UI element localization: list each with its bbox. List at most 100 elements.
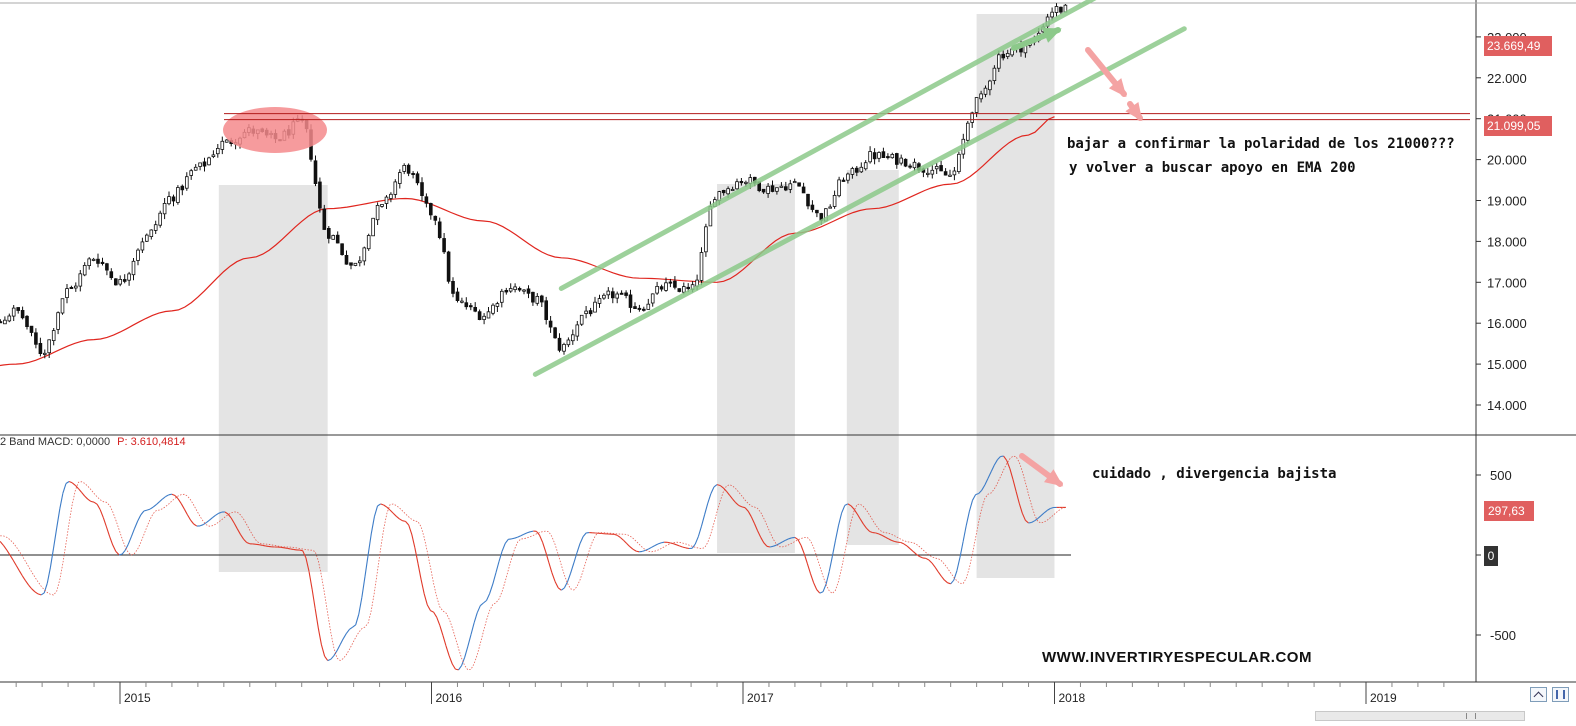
- macd-segment: [826, 572, 829, 584]
- candle-body: [784, 187, 787, 190]
- macd-segment: [331, 656, 334, 660]
- candle: [319, 178, 322, 213]
- candle-body: [70, 287, 73, 288]
- macd-segment: [673, 544, 676, 545]
- macd-segment: [156, 502, 159, 505]
- candle-body: [731, 189, 734, 190]
- scrollbar-grip-icon[interactable]: [1466, 713, 1476, 719]
- candle: [83, 262, 86, 276]
- macd-segment: [35, 592, 38, 594]
- macd-segment: [957, 557, 960, 571]
- time-tick-label: 2017: [747, 691, 774, 705]
- annotation-divergence: cuidado , divergencia bajista: [1092, 466, 1336, 482]
- candle-body: [603, 295, 606, 298]
- candle: [882, 148, 885, 158]
- macd-segment: [181, 504, 184, 510]
- candle: [461, 298, 464, 304]
- macd-segment: [474, 613, 477, 623]
- macd-segment: [412, 534, 415, 548]
- macd-segment: [811, 574, 814, 583]
- price-tick-label: 20.000: [1487, 153, 1527, 168]
- candle-body: [554, 328, 557, 338]
- candle-body: [851, 169, 854, 175]
- macd-segment: [100, 510, 103, 518]
- macd-segment: [455, 669, 458, 670]
- zoom-fit-button[interactable]: [1530, 687, 1547, 702]
- candle: [190, 169, 193, 180]
- time-tick-label: 2016: [436, 691, 463, 705]
- candle: [807, 194, 810, 209]
- time-tick-label: 2018: [1059, 691, 1086, 705]
- macd-segment: [907, 546, 910, 549]
- macd-segment: [431, 611, 434, 613]
- candle: [878, 151, 881, 162]
- macd-segment: [82, 492, 85, 496]
- candle: [580, 315, 583, 326]
- candle-body: [496, 304, 499, 307]
- candle: [88, 257, 91, 270]
- macd-segment: [427, 605, 430, 611]
- macd-segment: [194, 524, 197, 526]
- macd-segment: [580, 537, 583, 544]
- macd-segment: [293, 549, 296, 550]
- shaded-period: [977, 14, 1055, 578]
- macd-segment: [835, 526, 838, 541]
- candle-body: [736, 182, 739, 189]
- candle: [203, 158, 206, 172]
- candle: [145, 234, 148, 243]
- candle-body: [61, 299, 64, 313]
- macd-segment: [440, 625, 443, 635]
- candle: [634, 302, 637, 309]
- macd-segment: [50, 548, 53, 567]
- candle-body: [705, 227, 708, 252]
- candle: [873, 148, 876, 164]
- candle: [549, 316, 552, 333]
- candle: [314, 156, 317, 187]
- candle-body: [123, 280, 126, 282]
- candle-body: [57, 313, 60, 330]
- candle: [642, 307, 645, 312]
- candle: [465, 297, 468, 309]
- candle: [74, 282, 77, 292]
- candle-body: [119, 279, 122, 284]
- candle-body: [26, 316, 29, 326]
- macd-segment: [172, 494, 175, 495]
- candle-body: [74, 286, 77, 288]
- candle: [603, 293, 606, 300]
- candle-body: [137, 250, 140, 260]
- macd-tick-label: 500: [1490, 468, 1512, 483]
- candle-body: [980, 94, 983, 99]
- chart-mode-button[interactable]: [1552, 687, 1569, 702]
- candle-body: [678, 289, 681, 292]
- candle: [864, 160, 867, 170]
- macd-segment: [141, 511, 144, 515]
- candle: [12, 305, 15, 321]
- candle: [611, 288, 614, 304]
- candle: [327, 226, 330, 243]
- candle: [869, 146, 872, 163]
- candles-layer: [0, 3, 1067, 362]
- macd-segment: [1029, 522, 1032, 523]
- candle-body: [128, 274, 131, 280]
- macd-segment: [325, 656, 328, 660]
- candle-body: [780, 186, 783, 187]
- candle: [345, 251, 348, 265]
- candle-body: [913, 162, 916, 167]
- macd-header-label: 2 Band MACD: 0,0000: [0, 436, 110, 448]
- candle-body: [887, 157, 890, 158]
- candle-body: [563, 344, 566, 351]
- macd-segment: [206, 520, 209, 522]
- macd-segment: [60, 493, 63, 509]
- macd-segment: [368, 534, 371, 555]
- candle-body: [110, 272, 113, 278]
- candle-body: [500, 291, 503, 302]
- horizontal-scrollbar[interactable]: [1315, 711, 1525, 721]
- candle-body: [762, 189, 765, 192]
- candle-body: [829, 207, 832, 208]
- macd-segment: [119, 554, 122, 555]
- macd-segment: [290, 549, 293, 550]
- watermark: WWW.INVERTIRYESPECULAR.COM: [1042, 649, 1312, 666]
- candle-body: [665, 283, 668, 291]
- candle-body: [589, 311, 592, 314]
